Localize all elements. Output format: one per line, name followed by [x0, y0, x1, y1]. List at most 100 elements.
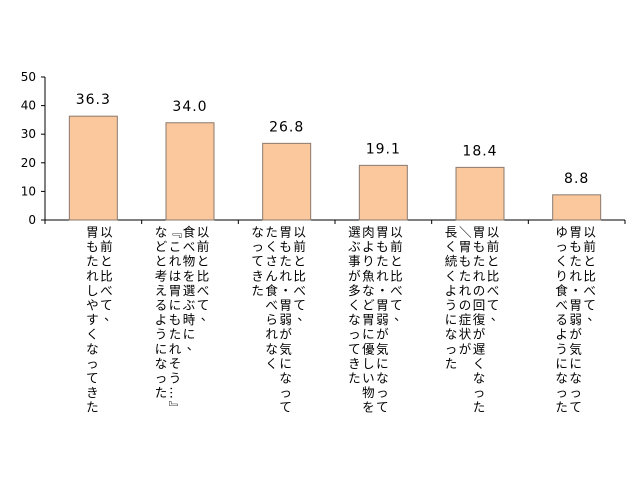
category-char: 多: [348, 283, 361, 298]
category-char: 弱: [279, 312, 292, 327]
category-char: い: [362, 371, 375, 386]
category-char: っ: [473, 385, 486, 400]
category-char: た: [155, 385, 168, 400]
category-char: 前: [487, 239, 500, 254]
category-char: べ: [583, 283, 596, 298]
category-char: て: [293, 298, 306, 313]
category-char: た: [473, 254, 486, 269]
data-label: 19.1: [366, 141, 401, 157]
category-char: べ: [487, 283, 500, 298]
category-char: う: [169, 371, 182, 386]
category-char: 、: [587, 308, 600, 323]
data-label: 34.0: [172, 99, 207, 115]
category-char: ・: [279, 283, 292, 298]
category-char: に: [155, 341, 168, 356]
category-char: も: [569, 239, 582, 254]
bar: [68, 115, 118, 221]
category-char: 遅: [473, 341, 486, 356]
category-char: 胃: [459, 239, 472, 254]
category-char: く: [86, 327, 99, 342]
category-char: 以: [583, 225, 596, 240]
category-char: え: [155, 283, 168, 298]
category-char: は: [169, 268, 182, 283]
category-char: 時: [183, 312, 196, 327]
category-char: 以: [390, 225, 403, 240]
category-char: …: [168, 386, 183, 399]
category-char: 優: [362, 341, 375, 356]
category-char: 続: [445, 254, 458, 269]
category-char: な: [155, 225, 168, 240]
category-char: が: [376, 327, 389, 342]
category-char: ど: [155, 239, 168, 254]
category-char: 比: [390, 268, 403, 283]
category-char: ・: [569, 283, 582, 298]
category-char: と: [100, 254, 113, 269]
category-char: 、: [201, 308, 214, 323]
category-char: 比: [197, 268, 210, 283]
category-char: て: [487, 298, 500, 313]
category-char: ぶ: [183, 298, 196, 313]
category-char: と: [197, 254, 210, 269]
category-char: 食: [265, 283, 278, 298]
category-char: が: [569, 327, 582, 342]
category-char: の: [459, 298, 472, 313]
category-char: く: [445, 268, 458, 283]
category-char: た: [348, 371, 361, 386]
category-char: ど: [362, 298, 375, 313]
category-char: て: [251, 254, 264, 269]
category-char: 食: [555, 283, 568, 298]
category-char: 長: [445, 225, 458, 240]
category-char: な: [155, 356, 168, 371]
category-char: ら: [265, 312, 278, 327]
category-char: た: [445, 356, 458, 371]
category-char: っ: [86, 356, 99, 371]
category-char: が: [473, 327, 486, 342]
category-char: も: [169, 312, 182, 327]
category-char: く: [348, 298, 361, 313]
category-char: う: [555, 341, 568, 356]
category-char: 胃: [569, 298, 582, 313]
category-char: 回: [473, 298, 486, 313]
category-char: な: [348, 312, 361, 327]
category-char: よ: [555, 327, 568, 342]
category-char: と: [155, 254, 168, 269]
category-char: 以: [293, 225, 306, 240]
category-char: て: [86, 371, 99, 386]
category-char: 胃: [362, 312, 375, 327]
category-char: べ: [293, 283, 306, 298]
category-char: な: [279, 371, 292, 386]
category-char: 物: [183, 254, 196, 269]
category-char: 胃: [279, 298, 292, 313]
category-char: も: [459, 254, 472, 269]
category-char: に: [279, 356, 292, 371]
data-label: 36.3: [76, 92, 111, 108]
category-char: て: [279, 400, 292, 415]
category-char: と: [583, 254, 596, 269]
category-char: 胃: [569, 225, 582, 240]
category-char: が: [348, 268, 361, 283]
category-char: く: [473, 356, 486, 371]
category-char: く: [555, 254, 568, 269]
category-char: べ: [555, 298, 568, 313]
category-char: の: [473, 283, 486, 298]
category-char: な: [251, 225, 264, 240]
category-char: 考: [155, 268, 168, 283]
category-char: れ: [279, 268, 292, 283]
category-char: 、: [394, 308, 407, 323]
category-char: が: [459, 341, 472, 356]
category-char: し: [362, 356, 375, 371]
category-char: 胃: [279, 225, 292, 240]
y-tick-label: 0: [28, 213, 36, 227]
category-char: う: [155, 327, 168, 342]
category-char: も: [473, 239, 486, 254]
